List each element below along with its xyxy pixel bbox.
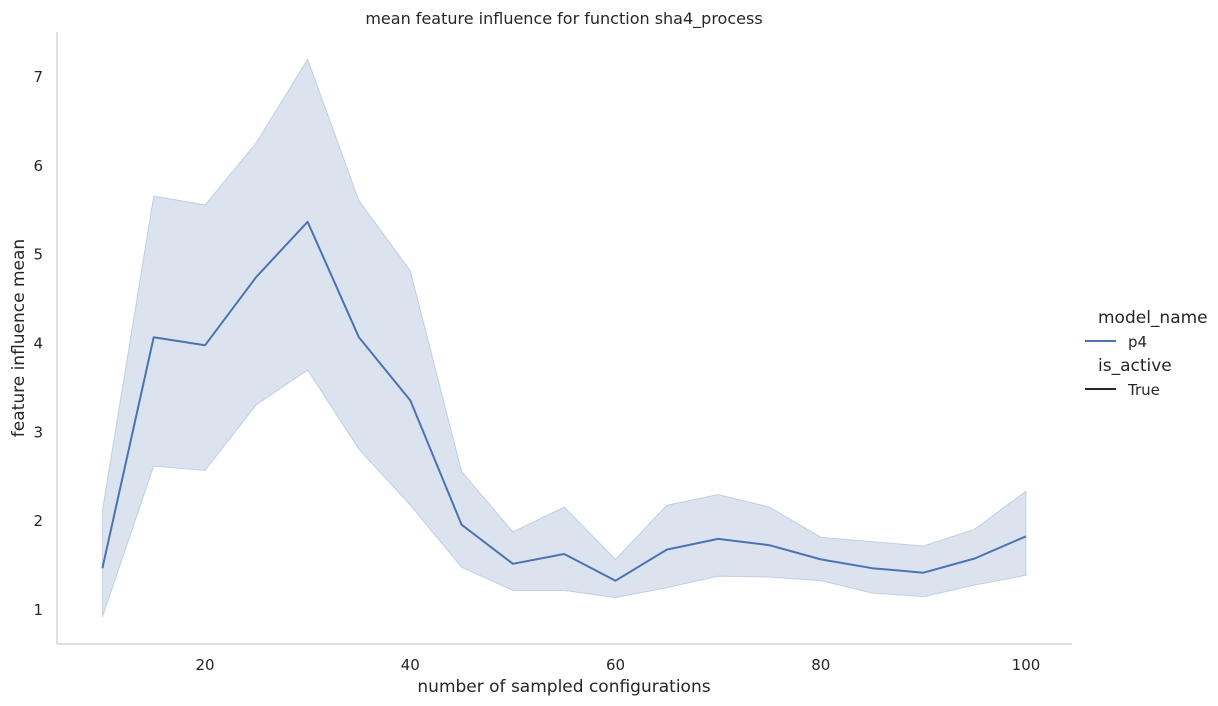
x-tick-label: 60 bbox=[606, 656, 625, 674]
x-tick-label: 40 bbox=[401, 656, 420, 674]
x-axis-label: number of sampled configurations bbox=[417, 677, 710, 697]
y-tick-label: 1 bbox=[33, 601, 43, 619]
legend-entry-True: True bbox=[1127, 381, 1160, 399]
x-tick-label: 80 bbox=[811, 656, 830, 674]
y-tick-label: 3 bbox=[33, 423, 43, 441]
legend: model_name p4 is_active True bbox=[1085, 308, 1208, 399]
series-line-p4 bbox=[101, 220, 1027, 582]
y-tick-label: 5 bbox=[33, 246, 43, 264]
y-tick-label: 7 bbox=[33, 68, 43, 86]
legend-title-is_active: is_active bbox=[1098, 356, 1172, 376]
y-tick-label: 4 bbox=[33, 335, 43, 353]
confidence-band-p4 bbox=[101, 58, 1027, 618]
x-tick-label: 100 bbox=[1012, 656, 1041, 674]
legend-entry-p4: p4 bbox=[1128, 333, 1147, 351]
y-axis-label: feature influence mean bbox=[9, 239, 29, 437]
legend-title-model_name: model_name bbox=[1098, 308, 1208, 328]
y-tick-labels: 1 2 3 4 5 6 7 bbox=[33, 68, 43, 619]
y-tick-label: 6 bbox=[33, 157, 43, 175]
chart-title: mean feature influence for function sha4… bbox=[365, 9, 762, 29]
plot-area bbox=[101, 58, 1027, 618]
y-tick-label: 2 bbox=[33, 512, 43, 530]
x-tick-label: 20 bbox=[195, 656, 214, 674]
x-tick-labels: 20 40 60 80 100 bbox=[195, 656, 1040, 674]
